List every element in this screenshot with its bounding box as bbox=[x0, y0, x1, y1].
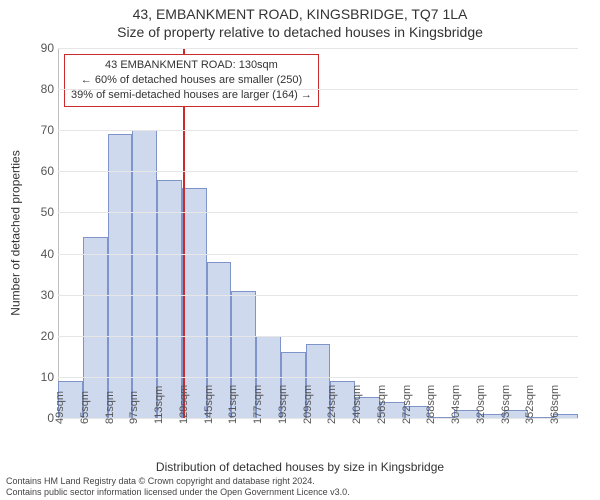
x-tick-label: 113sqm bbox=[153, 374, 165, 424]
x-tick-label: 65sqm bbox=[79, 374, 91, 424]
y-tick-label: 70 bbox=[26, 123, 58, 137]
x-tick-label: 352sqm bbox=[524, 374, 536, 424]
x-tick-label: 368sqm bbox=[549, 374, 561, 424]
x-tick-label: 256sqm bbox=[376, 374, 388, 424]
x-tick-label: 336sqm bbox=[500, 374, 512, 424]
x-tick-label: 304sqm bbox=[450, 374, 462, 424]
y-tick-label: 30 bbox=[26, 288, 58, 302]
page-title-subtitle: Size of property relative to detached ho… bbox=[0, 24, 600, 40]
x-tick-label: 145sqm bbox=[203, 374, 215, 424]
y-tick-label: 60 bbox=[26, 164, 58, 178]
x-tick-label: 129sqm bbox=[178, 374, 190, 424]
x-tick-label: 193sqm bbox=[277, 374, 289, 424]
y-tick-label: 20 bbox=[26, 329, 58, 343]
gridline bbox=[58, 254, 578, 255]
footer-attribution: Contains HM Land Registry data © Crown c… bbox=[6, 476, 350, 498]
gridline bbox=[58, 48, 578, 49]
x-axis-title: Distribution of detached houses by size … bbox=[0, 460, 600, 474]
x-tick-label: 49sqm bbox=[54, 374, 66, 424]
footer-line-1: Contains HM Land Registry data © Crown c… bbox=[6, 476, 350, 487]
page-title-address: 43, EMBANKMENT ROAD, KINGSBRIDGE, TQ7 1L… bbox=[0, 6, 600, 22]
x-tick-label: 320sqm bbox=[475, 374, 487, 424]
x-tick-label: 81sqm bbox=[104, 374, 116, 424]
gridline bbox=[58, 212, 578, 213]
annotation-line: 43 EMBANKMENT ROAD: 130sqm bbox=[71, 58, 312, 73]
y-tick-label: 50 bbox=[26, 205, 58, 219]
gridline bbox=[58, 89, 578, 90]
y-axis-title: Number of detached properties bbox=[8, 48, 24, 418]
x-tick-label: 240sqm bbox=[351, 374, 363, 424]
annotation-line: ← 60% of detached houses are smaller (25… bbox=[71, 73, 312, 88]
x-tick-label: 97sqm bbox=[128, 374, 140, 424]
annotation-box: 43 EMBANKMENT ROAD: 130sqm← 60% of detac… bbox=[64, 54, 319, 107]
gridline bbox=[58, 295, 578, 296]
gridline bbox=[58, 130, 578, 131]
x-tick-label: 272sqm bbox=[401, 374, 413, 424]
y-tick-label: 80 bbox=[26, 82, 58, 96]
gridline bbox=[58, 171, 578, 172]
x-tick-label: 224sqm bbox=[326, 374, 338, 424]
y-tick-label: 40 bbox=[26, 247, 58, 261]
footer-line-2: Contains public sector information licen… bbox=[6, 487, 350, 498]
y-tick-label: 90 bbox=[26, 41, 58, 55]
x-tick-label: 288sqm bbox=[425, 374, 437, 424]
x-tick-label: 161sqm bbox=[227, 374, 239, 424]
chart-plot-area: 43 EMBANKMENT ROAD: 130sqm← 60% of detac… bbox=[58, 48, 578, 418]
gridline bbox=[58, 336, 578, 337]
x-tick-label: 209sqm bbox=[302, 374, 314, 424]
x-tick-label: 177sqm bbox=[252, 374, 264, 424]
